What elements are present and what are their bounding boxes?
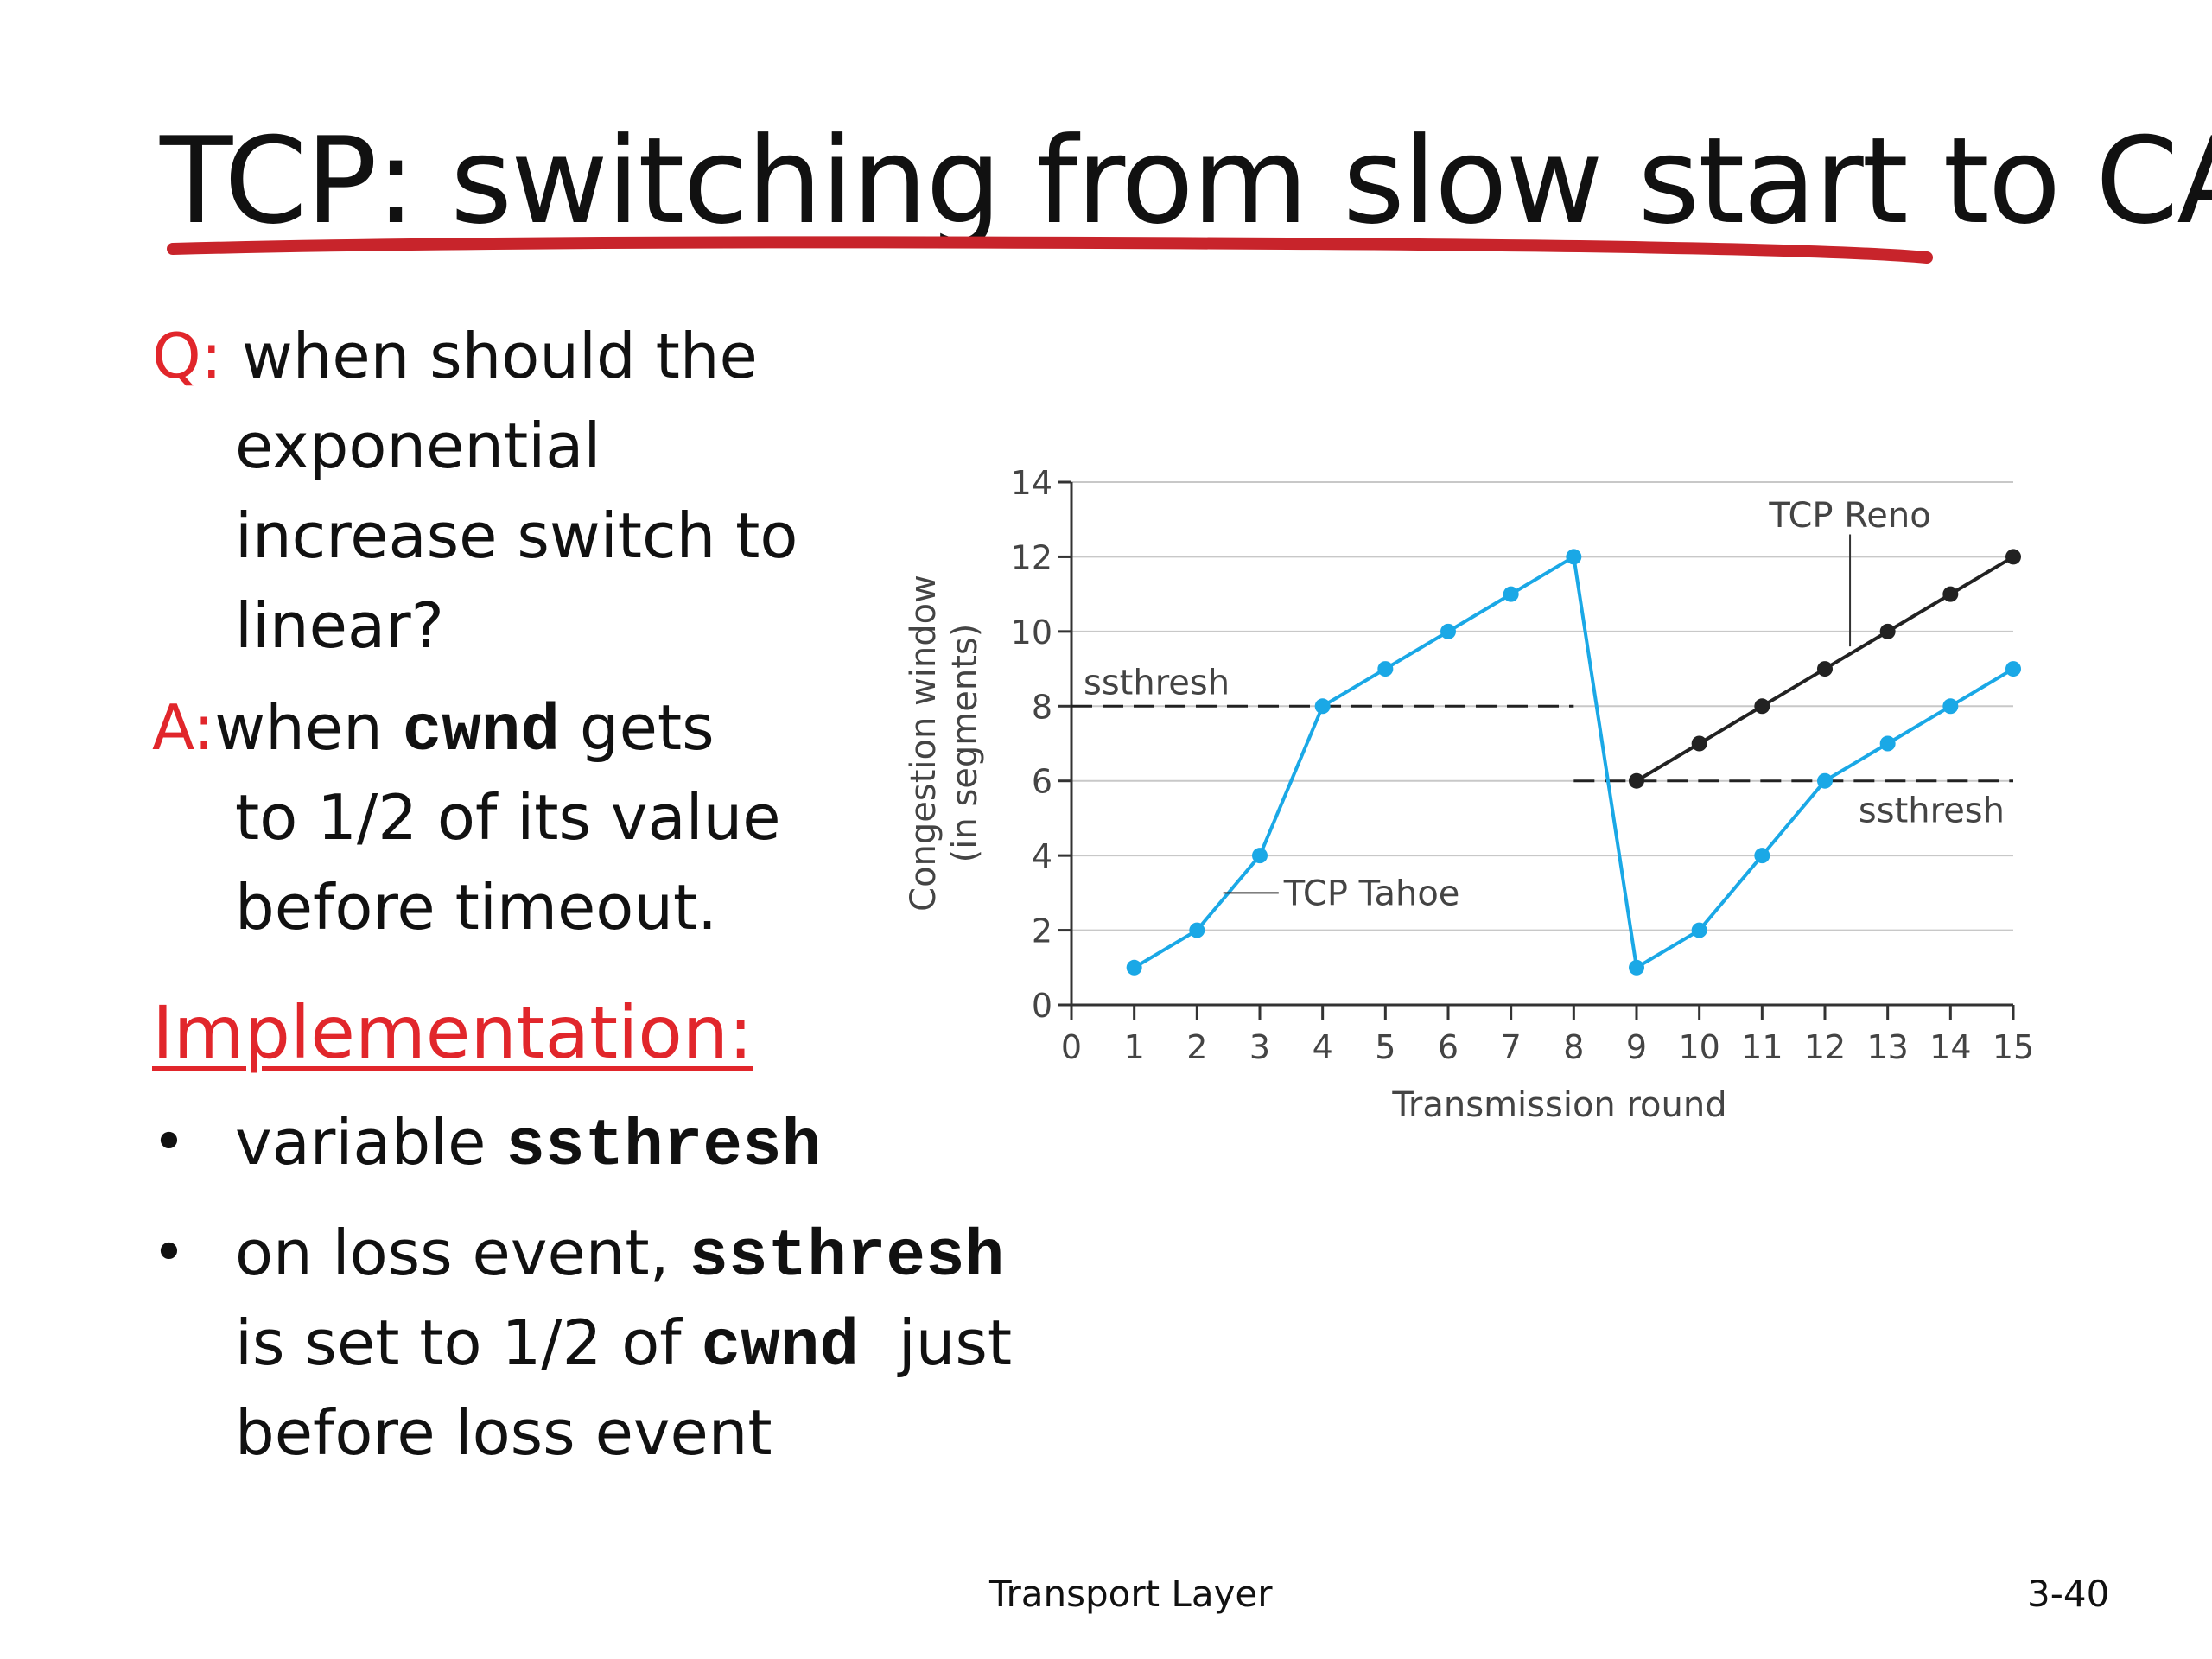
answer-line-2: to 1/2 of its value <box>235 781 781 854</box>
x-tick-label-2: 2 <box>1186 1028 1207 1066</box>
x-tick-label-13: 13 <box>1866 1028 1908 1066</box>
y-tick-label-6: 6 <box>1032 763 1052 801</box>
question-line-3: increase switch to <box>235 499 798 572</box>
tcp-tahoe-point-2 <box>1189 922 1205 938</box>
answer-code-cwnd: cwnd <box>402 695 561 769</box>
y-tick-label-8: 8 <box>1032 688 1052 726</box>
tcp-reno-point-13 <box>1879 623 1896 639</box>
tcp-tahoe-point-7 <box>1503 586 1519 602</box>
question-line-1: Q: when should the <box>152 311 758 401</box>
question-text-1: when should the <box>241 320 758 392</box>
bullet-1-text: variable ssthresh <box>235 1097 821 1192</box>
x-tick-label-3: 3 <box>1249 1028 1270 1066</box>
x-tick-label-11: 11 <box>1741 1028 1783 1066</box>
bullet-2-line-3: before loss event <box>235 1396 772 1469</box>
tcp-reno-point-12 <box>1817 661 1833 677</box>
bullet-2-char: • <box>152 1219 186 1286</box>
tcp-reno-point-10 <box>1691 735 1707 752</box>
bullet-1-pre: variable <box>235 1106 506 1179</box>
x-axis-label: Transmission round <box>1391 1085 1726 1125</box>
title-underline <box>167 236 1933 264</box>
question-line-2: exponential <box>235 410 601 482</box>
bullet-2-line-2: is set to 1/2 of cwnd just <box>235 1298 1012 1392</box>
y-axis-label-line-2: (in segments) <box>945 624 985 863</box>
bullet-2-code: ssthresh <box>689 1220 1005 1294</box>
answer-text-pre: when <box>214 691 403 764</box>
tcp-reno-label: TCP Reno <box>1768 496 1930 536</box>
x-tick-label-1: 1 <box>1124 1028 1145 1066</box>
answer-text-post: gets <box>560 691 715 764</box>
tcp-tahoe-point-5 <box>1377 661 1394 677</box>
tcp-tahoe-point-9 <box>1629 959 1644 976</box>
tcp-reno-point-11 <box>1754 698 1770 715</box>
answer-line-3: before timeout. <box>235 871 718 944</box>
tcp-tahoe-point-3 <box>1252 848 1268 864</box>
x-tick-label-0: 0 <box>1061 1028 1082 1066</box>
footer-title: Transport Layer <box>989 1573 1273 1615</box>
answer-line-1: A:when cwnd gets <box>152 683 715 777</box>
x-tick-label-10: 10 <box>1678 1028 1719 1066</box>
title-underline-stroke <box>167 236 1933 264</box>
tcp-tahoe-label: TCP Tahoe <box>1283 874 1460 913</box>
y-tick-label-10: 10 <box>1011 613 1052 652</box>
y-tick-label-0: 0 <box>1032 987 1052 1025</box>
tcp-tahoe-point-1 <box>1126 959 1142 976</box>
x-tick-label-7: 7 <box>1501 1028 1522 1066</box>
tcp-tahoe-point-13 <box>1879 735 1896 752</box>
tcp-tahoe-line <box>1133 554 2015 971</box>
x-tick-label-6: 6 <box>1438 1028 1459 1066</box>
x-tick-label-5: 5 <box>1375 1028 1395 1066</box>
tcp-tahoe-point-14 <box>1942 698 1959 715</box>
x-tick-label-12: 12 <box>1804 1028 1846 1066</box>
tcp-tahoe-point-6 <box>1440 623 1456 639</box>
x-tick-label-4: 4 <box>1313 1028 1333 1066</box>
tcp-tahoe-point-15 <box>2005 661 2021 677</box>
bullet-2-line-2-pre: is set to 1/2 of <box>235 1306 702 1379</box>
y-tick-label-14: 14 <box>1011 464 1052 502</box>
x-tick-label-15: 15 <box>1993 1028 2034 1066</box>
implementation-heading: Implementation: <box>152 990 753 1075</box>
y-axis-label-line-1: Congestion window <box>904 575 944 912</box>
y-tick-label-12: 12 <box>1011 538 1052 576</box>
x-tick-label-8: 8 <box>1563 1028 1584 1066</box>
bullet-1-code: ssthresh <box>505 1109 822 1184</box>
ssthresh-label-2: ssthresh <box>1859 791 2005 831</box>
bullet-2-line-2-code: cwnd <box>701 1310 859 1384</box>
tcp-reno-point-15 <box>2005 549 2021 565</box>
y-tick-label-2: 2 <box>1032 912 1052 950</box>
ssthresh-label-1: ssthresh <box>1084 663 1230 702</box>
tcp-reno-point-9 <box>1629 772 1644 789</box>
question-label: Q: <box>152 320 222 392</box>
question-line-4: linear? <box>235 589 444 662</box>
tcp-tahoe-point-10 <box>1691 922 1707 938</box>
slide-title: TCP: switching from slow start to CA <box>160 111 2212 251</box>
tcp-reno-point-14 <box>1942 586 1959 602</box>
answer-label: A: <box>152 691 215 764</box>
tcp-tahoe-point-8 <box>1566 549 1582 565</box>
x-tick-label-14: 14 <box>1929 1028 1971 1066</box>
bullet-2-line-1: on loss event, ssthresh <box>235 1208 1004 1302</box>
bullet-1-char: • <box>152 1109 186 1175</box>
tcp-tahoe-point-11 <box>1754 848 1770 864</box>
bullet-2-line-2-post: just <box>858 1306 1013 1379</box>
page-number: 3-40 <box>2027 1573 2110 1615</box>
x-tick-label-9: 9 <box>1626 1028 1647 1066</box>
tcp-tahoe-point-4 <box>1314 698 1331 715</box>
bullet-2-pre: on loss event, <box>235 1217 690 1289</box>
y-tick-label-4: 4 <box>1032 837 1052 875</box>
tcp-tahoe-point-12 <box>1817 772 1833 789</box>
